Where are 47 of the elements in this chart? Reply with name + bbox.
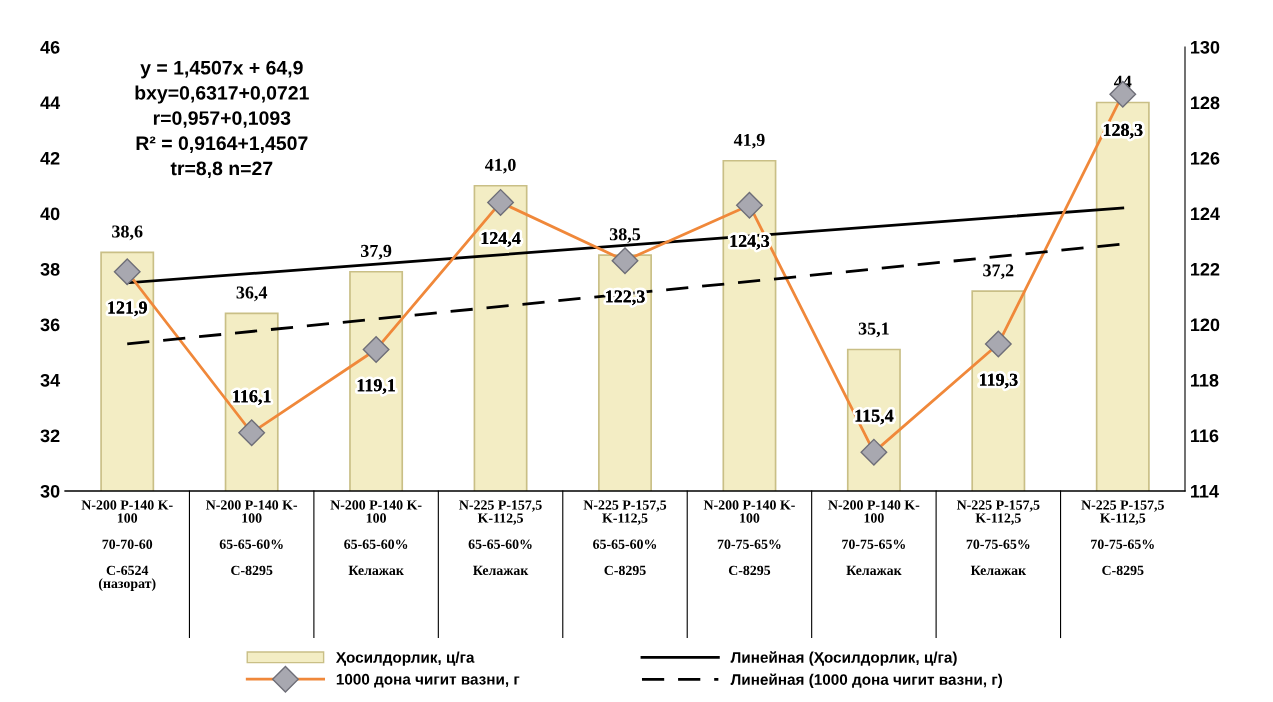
data-label: 38,5 bbox=[609, 228, 641, 243]
data-label: 41,0 bbox=[485, 158, 516, 174]
data-label: 35,1 bbox=[858, 322, 889, 338]
data-label: 36,4 bbox=[236, 286, 268, 302]
category-label: N-200 P-140 K- 100 70-75-65% Келажак bbox=[828, 500, 920, 576]
data-label: 41,9 bbox=[733, 133, 765, 149]
data-label: 124,4 bbox=[481, 232, 521, 247]
category-label: N-200 P-140 K- 100 65-65-60% C-8295 bbox=[206, 500, 298, 576]
data-label: 121,9 bbox=[108, 301, 147, 317]
data-label: 116,1 bbox=[233, 390, 271, 405]
y2-tick-label: 114 bbox=[1191, 485, 1219, 498]
category-label: N-225 P-157,5 K-112,5 70-75-65% C-8295 bbox=[1081, 500, 1164, 576]
data-label: 128,3 bbox=[1103, 123, 1143, 139]
y-tick-label: 32 bbox=[40, 429, 60, 443]
legend-label: Ҳосилдорлик, ц/га bbox=[335, 651, 475, 666]
data-label: 37,2 bbox=[983, 264, 1014, 280]
data-label: 38,6 bbox=[112, 225, 143, 241]
y-tick-label: 42 bbox=[40, 151, 60, 165]
annotation: y = 1,4507x + 64,9 bxy=0,6317+0,0721 r=0,957+0,1093 R² = 0,9164+1,4507 tr=8,8 n=27 bbox=[135, 60, 309, 179]
data-label: 119,1 bbox=[357, 379, 395, 394]
y2-tick-label: 130 bbox=[1191, 40, 1220, 54]
y-tick-label: 44 bbox=[40, 96, 61, 110]
y-tick-label: 40 bbox=[40, 207, 60, 221]
category-label: N-200 P-140 K- 100 70-70-60 C-6524 (назорат) bbox=[81, 500, 173, 591]
category-label: N-200 P-140 K- 100 70-75-65% C-8295 bbox=[703, 500, 795, 576]
y-tick-label: 46 bbox=[40, 40, 60, 54]
category-label: N-225 P-157,5 K-112,5 65-65-60% C-8295 bbox=[583, 500, 667, 576]
data-label: 37,9 bbox=[360, 244, 392, 260]
y2-tick-label: 124 bbox=[1191, 207, 1220, 221]
y2-tick-label: 116 bbox=[1191, 429, 1219, 443]
y2-tick-label: 128 bbox=[1191, 96, 1220, 110]
category-label: N-225 P-157,5 K-112,5 65-65-60% Келажак bbox=[459, 500, 542, 576]
y2-tick-label: 118 bbox=[1191, 373, 1219, 387]
category-label: N-200 P-140 K- 100 65-65-60% Келажак bbox=[330, 500, 422, 576]
y2-tick-label: 122 bbox=[1191, 262, 1220, 276]
y-tick-label: 30 bbox=[40, 484, 60, 498]
y-tick-label: 34 bbox=[40, 373, 61, 387]
y-tick-label: 36 bbox=[40, 318, 60, 332]
legend-label: Линейная (Ҳосилдорлик, ц/га) bbox=[730, 651, 957, 666]
data-label: 119,3 bbox=[979, 373, 1018, 389]
legend-label: Линейная (1000 дона чигит вазни, г) bbox=[730, 673, 1003, 688]
y2-tick-label: 120 bbox=[1191, 318, 1220, 332]
category-label: N-225 P-157,5 K-112,5 70-75-65% Келажак bbox=[956, 500, 1040, 576]
y2-tick-label: 126 bbox=[1191, 151, 1220, 165]
legend-label: 1000 дона чигит вазни, г bbox=[336, 673, 520, 688]
data-label: 122,3 bbox=[606, 290, 645, 306]
y-tick-label: 38 bbox=[40, 262, 60, 276]
